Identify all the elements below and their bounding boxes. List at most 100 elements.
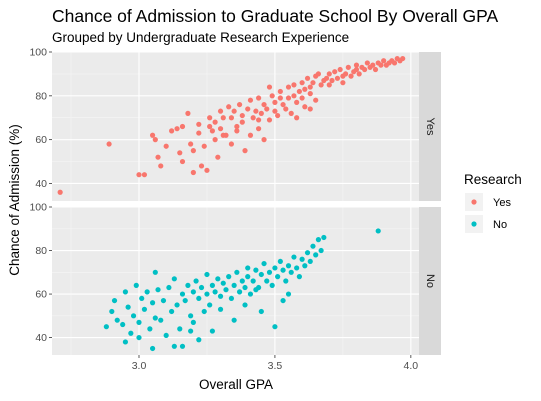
data-point [155,154,161,160]
data-point [163,332,169,339]
data-point [261,101,267,108]
data-point [353,66,360,73]
data-point [321,234,327,241]
data-point [133,282,139,288]
data-point [217,108,224,114]
data-point [196,130,202,136]
data-point [264,278,270,284]
data-point [144,289,150,295]
data-point [318,247,324,254]
data-point [332,69,338,75]
data-point [190,289,196,295]
data-point [177,326,183,332]
data-point [315,71,322,77]
data-point [299,256,305,262]
data-point [310,243,316,249]
data-point [136,334,142,341]
data-point [272,108,278,114]
x-tick-label: 3.0 [132,360,147,372]
data-point [223,287,229,293]
data-point [247,291,254,297]
data-point [158,317,164,323]
chart-subtitle: Grouped by Undergraduate Research Experi… [52,30,349,45]
data-point [313,252,319,258]
data-point [294,265,300,271]
data-point [294,99,300,105]
data-point [128,330,134,336]
data-point [234,269,240,275]
data-point [353,62,360,68]
data-point [169,128,175,134]
data-point [253,108,259,114]
data-point [136,172,142,178]
data-point [122,339,128,345]
data-point [272,265,278,271]
data-point [291,93,297,99]
facet-strip-label: No [424,274,436,288]
data-point [242,302,248,308]
facet-panels: 40 60 80 100 Yes 40 60 80 100 No 3.0 3.5 4.0 [29,47,441,372]
data-point [220,115,226,121]
data-point [171,343,177,349]
data-point [337,66,343,73]
data-point [114,317,120,323]
data-point [207,302,213,308]
data-point [323,75,330,81]
data-point [269,93,275,99]
data-point [152,137,158,143]
x-tick-label: 3.5 [268,360,283,372]
data-point [372,66,379,73]
data-point [179,123,186,130]
data-point [109,308,115,315]
data-point [242,284,248,291]
data-point [190,169,196,176]
data-point [299,95,305,101]
data-point [250,115,256,121]
data-point [275,112,281,119]
legend-title: Research [464,172,522,187]
data-point [280,297,286,304]
data-point [340,80,346,86]
data-point [139,295,145,302]
data-point [198,163,205,169]
y-tick-label: 100 [29,202,47,214]
data-point [291,82,297,88]
data-point [239,278,245,284]
data-point [256,95,262,101]
facet-panel: 40 60 80 100 No [29,202,441,355]
data-point [356,71,362,77]
data-point [285,95,292,101]
legend-label: Yes [493,197,511,209]
data-point [261,137,267,143]
facet-strip [419,207,441,355]
data-point [160,297,167,304]
data-point [196,295,202,302]
data-point [226,274,232,280]
data-point [247,97,254,103]
data-point [179,343,186,349]
data-point [299,80,305,86]
data-point [272,99,278,105]
chart-title: Chance of Admission to Graduate School B… [52,6,498,26]
data-point [250,278,256,284]
data-point [169,308,175,315]
data-point [247,132,254,138]
data-point [209,128,215,134]
y-axis-title: Chance of Admission (%) [7,124,22,276]
data-point [326,82,332,88]
data-point [198,284,205,291]
data-point [266,84,273,90]
y-tick-label: 40 [35,332,47,344]
data-point [185,110,191,116]
data-point [313,97,319,103]
data-point [179,158,186,165]
x-axis-title: Overall GPA [199,377,273,392]
data-point [209,328,215,334]
data-point [196,121,202,127]
data-point [163,143,169,149]
data-point [174,302,180,308]
data-point [307,91,313,97]
data-point [231,282,237,288]
data-point [103,324,109,330]
